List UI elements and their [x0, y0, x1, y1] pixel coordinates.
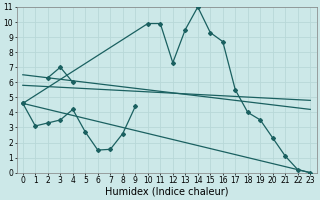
- X-axis label: Humidex (Indice chaleur): Humidex (Indice chaleur): [105, 187, 228, 197]
